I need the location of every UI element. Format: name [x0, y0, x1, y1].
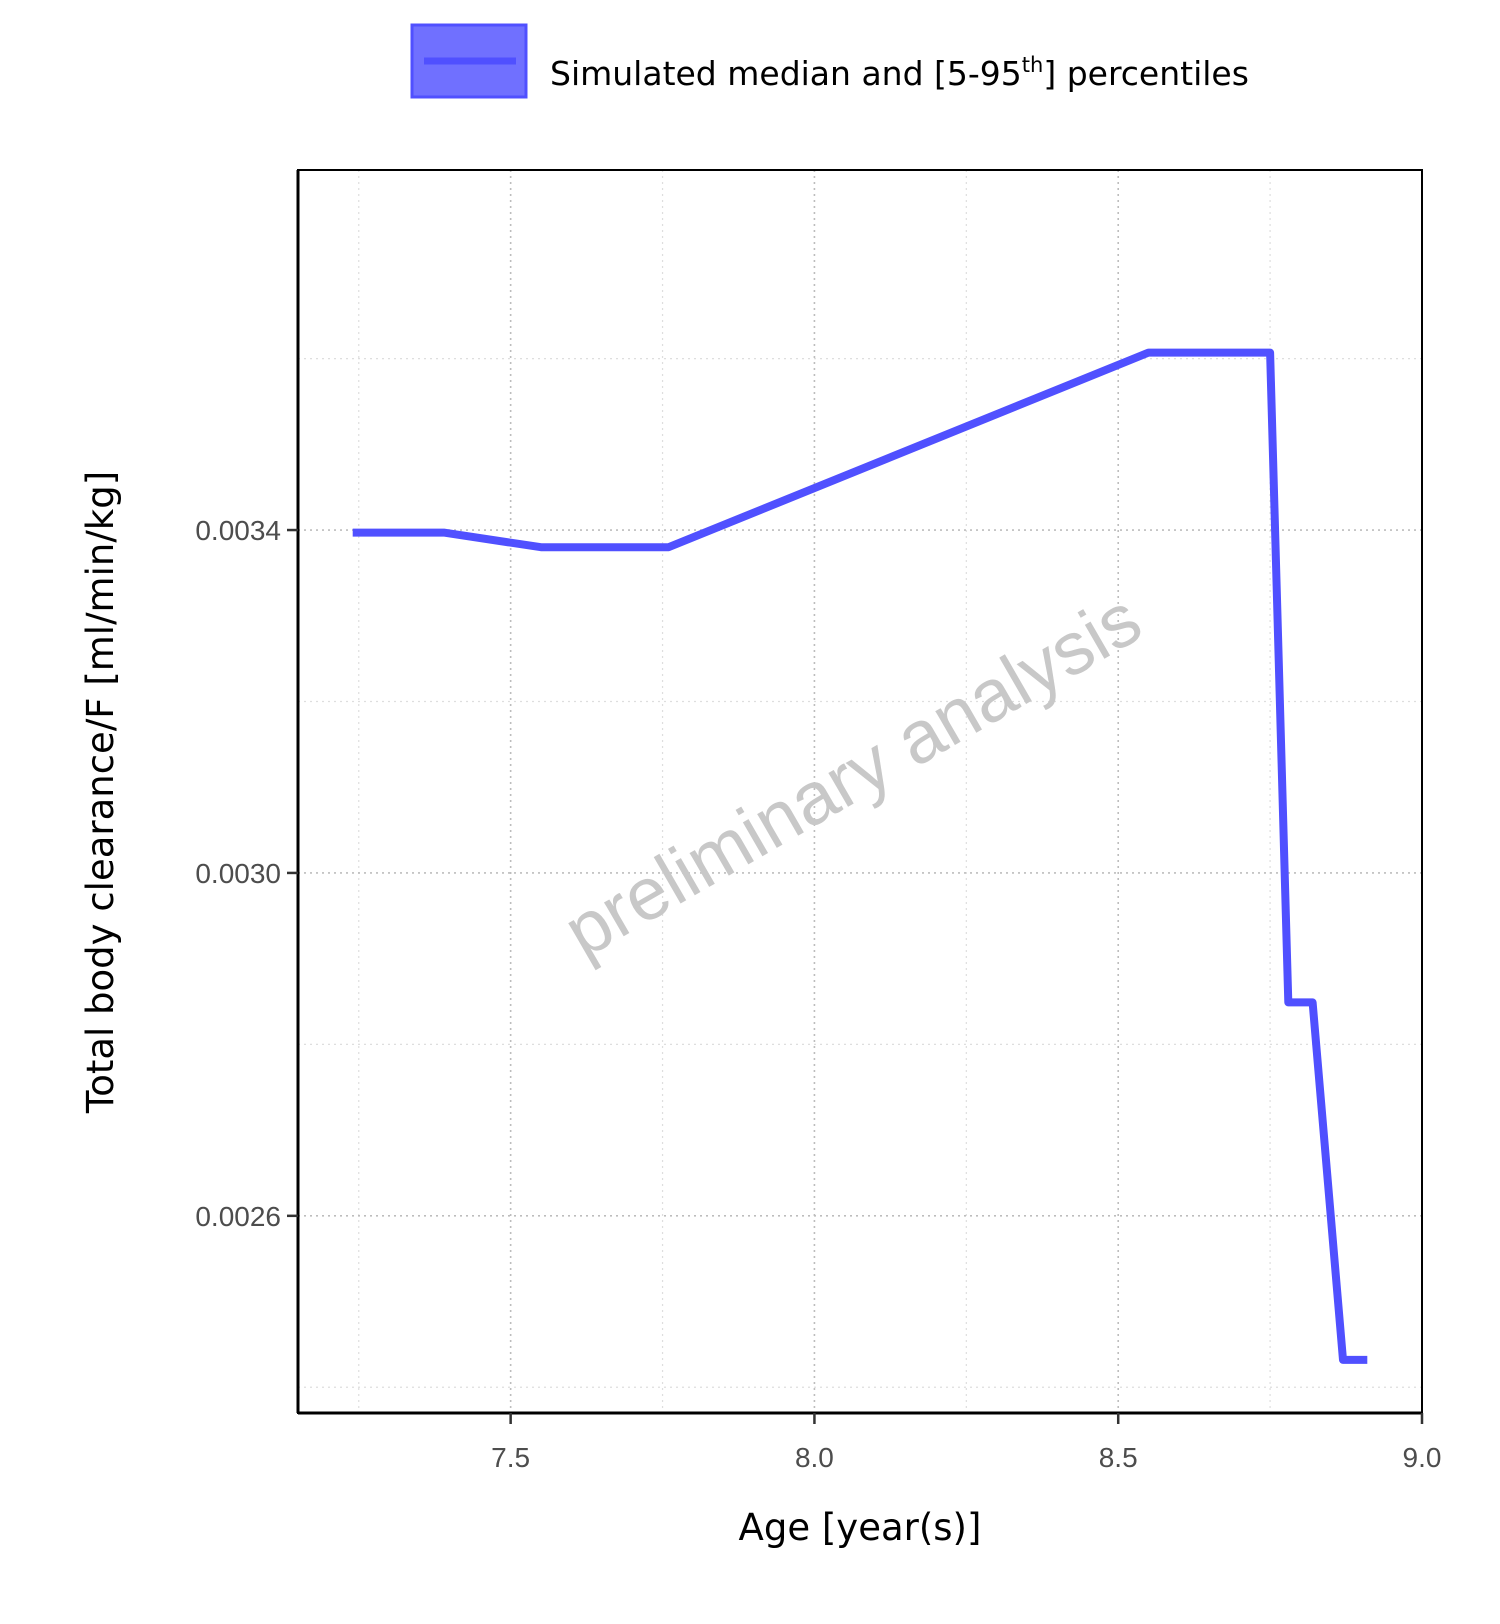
- x-axis-ticks: 7.5 8.0 8.5 9.0: [491, 1413, 1441, 1473]
- x-tick-label: 8.5: [1099, 1442, 1138, 1473]
- legend-label-prefix: Simulated median and [5-95: [550, 54, 1022, 93]
- x-tick-label: 7.5: [491, 1442, 530, 1473]
- y-tick-label: 0.0034: [195, 515, 281, 546]
- panel-background: [298, 170, 1422, 1413]
- x-tick-label: 8.0: [795, 1442, 834, 1473]
- y-tick-label: 0.0026: [195, 1201, 281, 1232]
- y-axis-title: Total body clearance/F [ml/min/kg]: [79, 471, 122, 1114]
- x-tick-label: 9.0: [1403, 1442, 1442, 1473]
- legend: Simulated median and [5-95th] percentile…: [410, 23, 1249, 99]
- plot-panel: preliminary analysis: [296, 169, 1423, 1415]
- legend-label: Simulated median and [5-95th] percentile…: [550, 53, 1249, 93]
- legend-label-suffix: ] percentiles: [1043, 54, 1249, 93]
- grid-major: [298, 170, 1423, 1413]
- legend-label-sup: th: [1022, 53, 1044, 77]
- x-axis-title: Age [year(s)]: [739, 1506, 982, 1549]
- series-line-simulated-median: [352, 348, 1368, 1364]
- y-axis-ticks: 0.0026 0.0030 0.0034: [195, 515, 298, 1232]
- y-tick-label: 0.0030: [195, 858, 281, 889]
- grid-minor: [298, 170, 1422, 1413]
